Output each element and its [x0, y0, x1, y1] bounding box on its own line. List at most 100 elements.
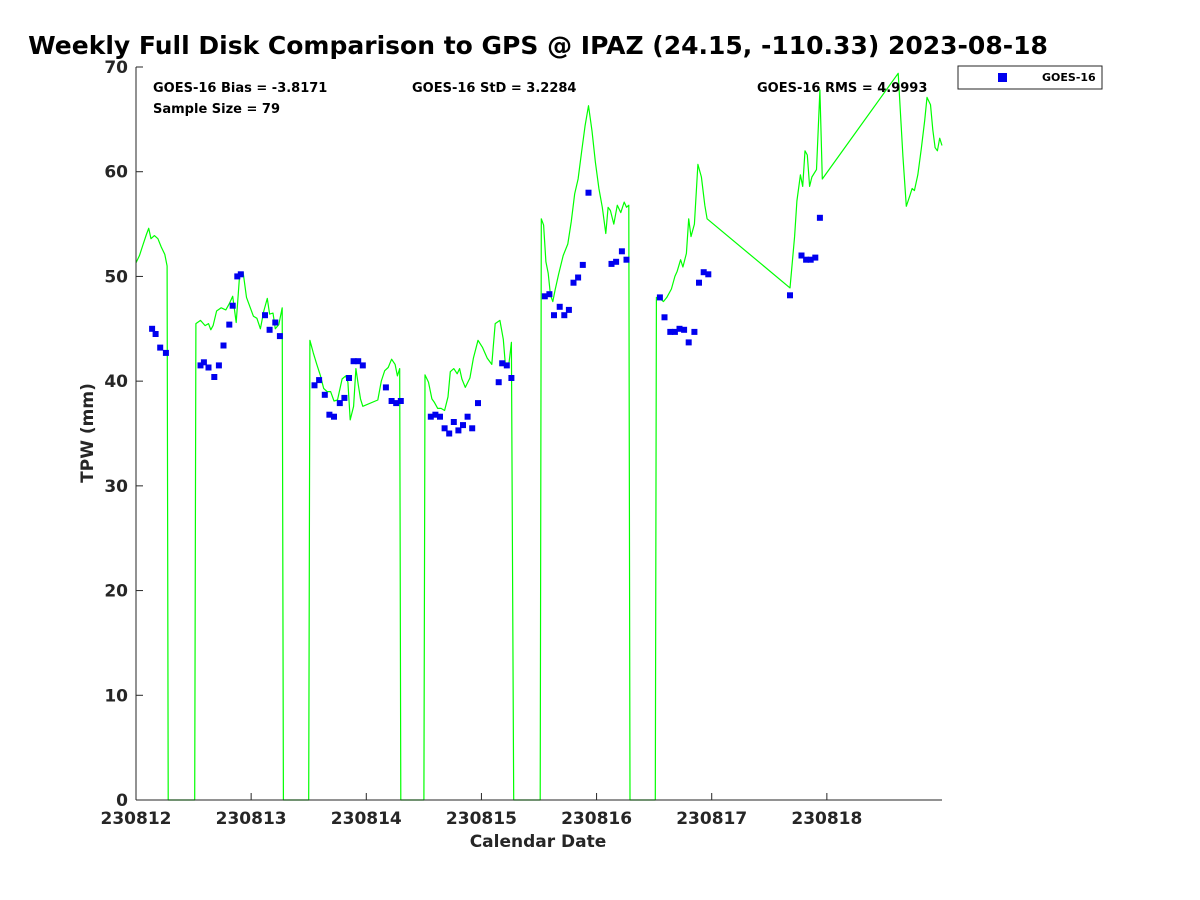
goes16-point [585, 189, 592, 196]
goes16-point [393, 400, 400, 407]
goes16-point [508, 375, 515, 381]
goes16-point [205, 364, 212, 371]
goes16-point [671, 328, 678, 335]
goes16-point [341, 394, 348, 401]
chart-title: Weekly Full Disk Comparison to GPS @ IPA… [28, 31, 1048, 60]
legend-marker-goes16 [998, 73, 1007, 82]
goes16-point [446, 430, 453, 437]
goes16-point [700, 269, 707, 276]
rms-stat: GOES-16 RMS = 4.9993 [757, 81, 927, 96]
goes16-point [579, 261, 586, 268]
goes16-point [326, 411, 333, 418]
std-stat: GOES-16 StD = 3.2284 [412, 81, 576, 96]
sample-size-stat: Sample Size = 79 [153, 102, 280, 117]
goes16-point [200, 359, 207, 366]
goes16-point [807, 256, 814, 263]
y-axis-label: TPW (mm) [78, 383, 98, 483]
goes16-point [437, 413, 443, 420]
goes16-point [798, 252, 805, 259]
goes16-point [355, 358, 362, 365]
y-tick-label: 70 [104, 58, 128, 78]
goes16-point [575, 274, 582, 281]
goes16-point [469, 425, 476, 432]
goes16-point [441, 425, 448, 432]
goes16-point [455, 427, 462, 434]
goes16-point [346, 375, 352, 381]
goes-marker-layer [149, 189, 823, 437]
goes16-point [162, 349, 169, 356]
goes16-point [331, 413, 337, 420]
goes16-point [311, 382, 318, 389]
goes16-point [556, 303, 563, 310]
plot-area [136, 67, 942, 800]
goes16-point [546, 291, 553, 298]
goes16-point [685, 339, 692, 346]
goes16-point [272, 319, 279, 326]
goes16-point [237, 271, 244, 278]
x-tick-label: 230818 [791, 809, 862, 829]
goes16-point [157, 344, 164, 351]
goes16-point [234, 273, 241, 280]
goes16-point [618, 248, 625, 255]
goes16-point [495, 379, 502, 386]
tick-layer: 0 10 20 30 40 50 60 70 230812 230813 230814 230815 2… [101, 58, 863, 829]
goes16-point [397, 398, 404, 404]
goes16-point [321, 391, 328, 398]
x-tick-label: 230816 [561, 809, 632, 829]
goes16-point [475, 400, 481, 407]
x-tick-label: 230813 [216, 809, 287, 829]
bias-stat: GOES-16 Bias = -3.8171 [153, 81, 327, 96]
goes16-point [350, 358, 357, 365]
goes16-point [432, 411, 439, 418]
goes16-point [656, 294, 663, 301]
goes16-point [503, 362, 510, 369]
goes16-point [316, 377, 323, 384]
goes16-point [816, 214, 823, 221]
x-tick-label: 230817 [676, 809, 747, 829]
goes16-point [787, 292, 793, 299]
goes16-point [613, 258, 620, 265]
goes16-point [661, 314, 668, 321]
goes16-point [262, 312, 268, 319]
goes16-point [382, 384, 389, 391]
goes16-point [565, 306, 572, 313]
y-tick-label: 0 [116, 791, 128, 811]
goes16-point [276, 333, 283, 340]
goes16-point [336, 400, 343, 407]
goes16-point [427, 413, 434, 420]
gps-line-layer [135, 72, 943, 801]
goes16-point [681, 326, 688, 333]
goes16-point [450, 419, 457, 425]
goes16-point [608, 260, 615, 267]
goes16-point [696, 279, 702, 286]
goes16-point [676, 325, 683, 332]
goes16-point [541, 293, 548, 300]
goes16-point [460, 422, 466, 429]
legend: GOES-16 [957, 65, 1103, 90]
y-tick-label: 10 [104, 686, 128, 706]
x-tick-label: 230814 [331, 809, 402, 829]
legend-label-goes16: GOES-16 [1042, 71, 1096, 84]
gps-series-line [135, 72, 943, 801]
goes16-point [215, 362, 222, 369]
y-tick-label: 30 [104, 477, 128, 497]
y-tick-label: 40 [104, 372, 128, 392]
goes16-point [499, 360, 506, 367]
goes16-point [152, 331, 159, 337]
goes16-point [388, 398, 395, 404]
goes16-point [220, 342, 227, 349]
goes16-point [623, 256, 630, 263]
x-axis-label: Calendar Date [470, 832, 607, 852]
goes16-point [551, 312, 557, 319]
goes16-point [691, 328, 698, 335]
goes16-point [705, 271, 712, 278]
x-tick-label: 230812 [101, 809, 172, 829]
goes16-point [197, 362, 204, 369]
y-tick-label: 20 [104, 582, 128, 602]
legend-box [957, 65, 1103, 90]
goes16-point [211, 374, 218, 380]
goes16-point [464, 413, 471, 420]
goes16-point [667, 328, 674, 335]
goes16-point [266, 326, 273, 333]
